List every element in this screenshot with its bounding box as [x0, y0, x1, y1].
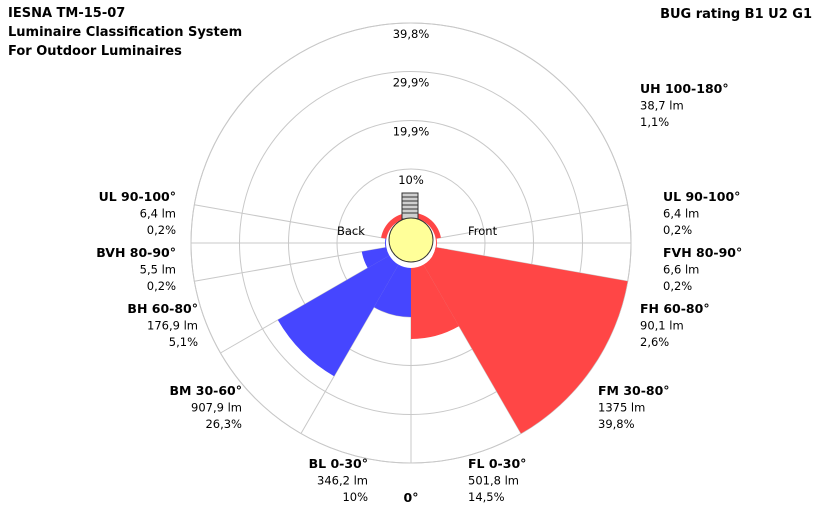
zone-label-bl: BL 0-30° 346,2 lm 10%	[309, 456, 368, 504]
grid-ray	[194, 204, 387, 240]
nadir-label: 0°	[404, 490, 419, 505]
zone-fh-lm: 90,1 lm	[640, 319, 684, 333]
wedge-fvh	[435, 243, 437, 248]
wedge-bm	[277, 255, 399, 377]
zone-ulb-pct-label: 0,2%	[147, 223, 176, 237]
zone-fm-lm: 1375 lm	[598, 401, 645, 415]
zone-fvh-pct-label: 0,2%	[663, 279, 692, 293]
zone-bm-lm: 907,9 lm	[191, 401, 242, 415]
zone-bl-name: BL 0-30°	[309, 456, 368, 471]
lamp-icon	[388, 192, 434, 263]
zone-bvh-name: BVH 80-90°	[96, 245, 176, 260]
title-line-3: For Outdoor Luminaires	[8, 44, 182, 59]
grid-ray	[435, 204, 628, 240]
zone-fl-pct-label: 14,5%	[468, 490, 505, 504]
back-label: Back	[337, 224, 365, 238]
ring-label-1: 10%	[398, 173, 424, 187]
zone-label-ulb: UL 90-100° 6,4 lm 0,2%	[99, 189, 176, 237]
zone-uh-pct-label: 1,1%	[640, 115, 669, 129]
title-line-2: Luminaire Classification System	[8, 25, 243, 40]
wedge-bvh	[385, 243, 387, 248]
chart-title: IESNA TM-15-07 Luminaire Classification …	[8, 4, 242, 61]
ring-label-2: 19,9%	[393, 125, 430, 139]
zone-uh-name: UH 100-180°	[640, 81, 729, 96]
zone-label-bh: BH 60-80° 176,9 lm 5,1%	[127, 301, 198, 349]
zone-label-fm: FM 30-80° 1375 lm 39,8%	[598, 383, 670, 431]
zone-fvh-lm: 6,6 lm	[663, 263, 699, 277]
zone-bh-pct-label: 5,1%	[169, 335, 198, 349]
wedge-ulb	[385, 238, 387, 243]
zone-bl-pct-label: 10%	[342, 490, 368, 504]
zone-bh-lm: 176,9 lm	[147, 319, 198, 333]
zone-wedges	[277, 212, 628, 434]
zone-label-bm: BM 30-60° 907,9 lm 26,3%	[169, 383, 242, 431]
zone-bm-pct-label: 26,3%	[205, 417, 242, 431]
zone-bm-name: BM 30-60°	[169, 383, 242, 398]
zone-fh-pct-label: 2,6%	[640, 335, 669, 349]
zone-fl-name: FL 0-30°	[468, 456, 526, 471]
wedge-fl	[411, 264, 460, 340]
title-line-1: IESNA TM-15-07	[8, 6, 126, 21]
zone-bvh-lm: 5,5 lm	[140, 263, 176, 277]
zone-fm-name: FM 30-80°	[598, 383, 670, 398]
zone-ulb-name: UL 90-100°	[99, 189, 176, 204]
zone-label-fvh: FVH 80-90° 6,6 lm 0,2%	[663, 245, 742, 293]
ring-label-4: 39,8%	[393, 27, 430, 41]
ring-labels: 10% 19,9% 29,9% 39,8%	[393, 27, 430, 187]
zone-ulf-lm: 6,4 lm	[663, 207, 699, 221]
wedge-bh	[361, 247, 390, 268]
zone-uh-lm: 38,7 lm	[640, 99, 684, 113]
wedge-bl	[374, 264, 411, 317]
zone-bh-name: BH 60-80°	[127, 301, 198, 316]
bug-rating: BUG rating B1 U2 G1	[660, 7, 812, 22]
zone-ulf-pct-label: 0,2%	[663, 223, 692, 237]
ring-label-3: 29,9%	[393, 76, 430, 90]
wedge-fm	[423, 247, 628, 434]
zone-label-ulf: UL 90-100° 6,4 lm 0,2%	[663, 189, 740, 237]
zone-fm-pct-label: 39,8%	[598, 417, 635, 431]
wedge-uh	[381, 212, 441, 239]
wedge-ulf	[435, 238, 437, 243]
zone-labels: BL 0-30° 346,2 lm 10% BM 30-60° 907,9 lm 26,3…	[96, 81, 742, 504]
zone-fvh-name: FVH 80-90°	[663, 245, 742, 260]
zone-label-uh: UH 100-180° 38,7 lm 1,1%	[640, 81, 729, 129]
zone-ulb-lm: 6,4 lm	[140, 207, 176, 221]
zone-bl-lm: 346,2 lm	[317, 474, 368, 488]
zone-label-fl: FL 0-30° 501,8 lm 14,5%	[468, 456, 526, 504]
zone-bvh-pct-label: 0,2%	[147, 279, 176, 293]
grid-ray	[194, 246, 387, 282]
zone-fl-lm: 501,8 lm	[468, 474, 519, 488]
zone-ulf-name: UL 90-100°	[663, 189, 740, 204]
zone-fh-name: FH 60-80°	[640, 301, 710, 316]
front-label: Front	[468, 224, 498, 238]
zone-label-bvh: BVH 80-90° 5,5 lm 0,2%	[96, 245, 176, 293]
zone-label-fh: FH 60-80° 90,1 lm 2,6%	[640, 301, 710, 349]
